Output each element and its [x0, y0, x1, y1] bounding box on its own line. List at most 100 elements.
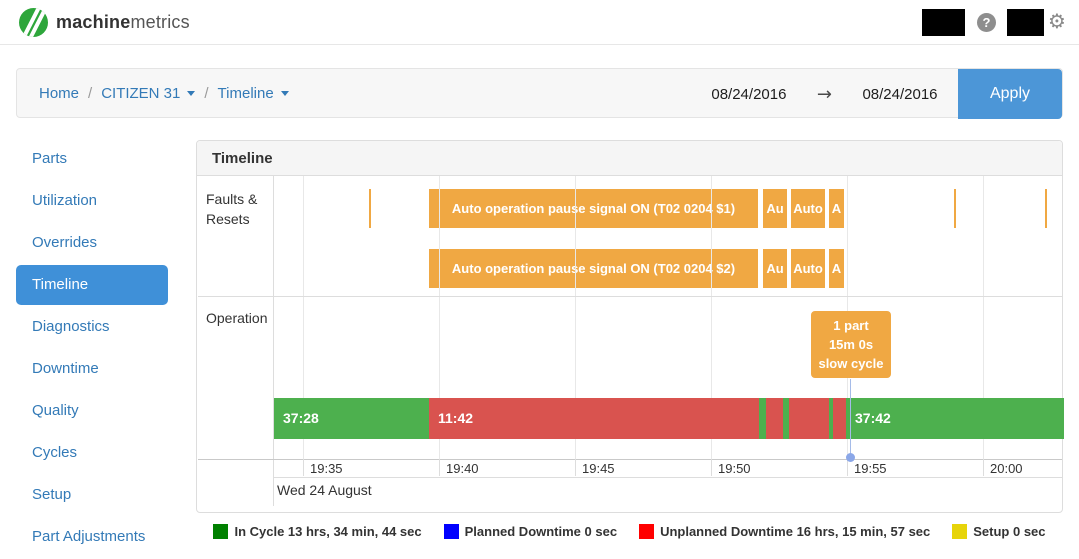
breadcrumb-separator: / [204, 84, 209, 102]
operation-segment-downtime[interactable] [833, 398, 846, 439]
axis-date-label: Wed 24 August [277, 482, 372, 498]
fault-bar[interactable]: Auto operation pause signal ON (T02 0204… [429, 249, 758, 288]
date-to-input[interactable] [858, 85, 942, 103]
operation-segment-downtime[interactable]: 11:42 [429, 398, 759, 439]
brand-bold: machine [56, 12, 131, 32]
axis-tick-mark [575, 459, 576, 476]
sidebar-item-downtime[interactable]: Downtime [32, 360, 99, 377]
legend-item[interactable]: Unplanned Downtime 16 hrs, 15 min, 57 se… [639, 524, 930, 539]
operation-segment-downtime[interactable] [766, 398, 783, 439]
brand-wordmark: machinemetrics [56, 12, 190, 33]
sidebar-item-utilization[interactable]: Utilization [32, 192, 98, 209]
axis-tick-mark [439, 459, 440, 476]
fault-bar[interactable]: A [829, 249, 844, 288]
axis-tick-label: 19:45 [582, 461, 615, 476]
fault-bar[interactable]: Auto [791, 189, 825, 228]
sidebar-item-overrides[interactable]: Overrides [32, 234, 98, 251]
sidebar-item-cycles[interactable]: Cycles [32, 444, 78, 461]
fault-row-spindle1: Auto operation pause signal ON (T02 0204… [273, 189, 1063, 228]
operation-segment-downtime[interactable] [789, 398, 829, 439]
fault-event-tick[interactable] [1045, 189, 1047, 228]
axis-tick-label: 19:55 [854, 461, 887, 476]
legend-swatch [952, 524, 968, 539]
legend-label: Setup 0 sec [973, 524, 1046, 539]
fault-event-tick[interactable] [954, 189, 956, 228]
breadcrumb-item-citizen-31[interactable]: CITIZEN 31 [101, 85, 196, 102]
row-label-faults: Faults & Resets [206, 191, 258, 227]
operation-segment-in_cycle[interactable] [759, 398, 766, 439]
breadcrumb-item-timeline[interactable]: Timeline [218, 85, 289, 102]
legend-label: Planned Downtime 0 sec [464, 524, 618, 539]
date-range-picker: → [706, 69, 942, 119]
axis-tick-label: 19:35 [310, 461, 343, 476]
axis-date-divider [273, 477, 1063, 478]
fault-bar[interactable]: Auto operation pause signal ON (T02 0204… [429, 189, 758, 228]
gridline [439, 176, 440, 459]
axis-tick-mark [983, 459, 984, 476]
date-from-input[interactable] [706, 85, 791, 103]
fault-row-spindle2: Auto operation pause signal ON (T02 0204… [273, 249, 1063, 288]
axis-tick-mark [847, 459, 848, 476]
operation-segment-in_cycle[interactable]: 37:42 [846, 398, 1064, 439]
apply-button[interactable]: Apply [958, 69, 1062, 119]
sidebar-item-part-adjustments[interactable]: Part Adjustments [32, 528, 146, 545]
tooltip-marker-dot[interactable] [846, 453, 855, 462]
panel-title: Timeline [197, 141, 1062, 176]
fault-bar[interactable]: A [829, 189, 844, 228]
top-header-bar: machinemetrics ? ⚙ [0, 0, 1079, 45]
help-icon[interactable]: ? [977, 13, 996, 32]
sidebar-item-quality[interactable]: Quality [32, 402, 79, 419]
gridline [303, 176, 304, 459]
label-column-divider [273, 176, 274, 506]
fault-bar[interactable]: Auto [791, 249, 825, 288]
tooltip-line: 15m 0s [828, 337, 874, 352]
segment-duration-label: 37:42 [855, 410, 891, 426]
axis-tick-mark [711, 459, 712, 476]
row-label-operation: Operation [206, 310, 268, 326]
axis-tick-label: 19:40 [446, 461, 479, 476]
sidebar-item-diagnostics[interactable]: Diagnostics [32, 318, 110, 335]
gridline [983, 176, 984, 459]
fault-bar[interactable]: Au [763, 249, 787, 288]
segment-duration-label: 11:42 [438, 410, 474, 426]
section-divider [198, 296, 1062, 297]
fault-bar[interactable]: Au [763, 189, 787, 228]
sidebar-item-parts[interactable]: Parts [32, 150, 68, 167]
legend-item[interactable]: Setup 0 sec [952, 524, 1046, 539]
axis-line [198, 459, 1062, 460]
operation-segment-in_cycle[interactable] [829, 398, 833, 439]
legend-label: Unplanned Downtime 16 hrs, 15 min, 57 se… [660, 524, 931, 539]
slow-cycle-tooltip: 1 part 15m 0s slow cycle [811, 311, 891, 378]
operation-segment-in_cycle[interactable]: 37:28 [274, 398, 429, 439]
breadcrumb-item-home[interactable]: Home [39, 84, 80, 102]
machinemetrics-logo-icon [19, 8, 48, 37]
chevron-down-icon [187, 90, 196, 96]
legend-swatch [213, 524, 229, 539]
date-range-arrow-icon: → [816, 83, 832, 105]
segment-duration-label: 37:28 [283, 410, 319, 426]
tooltip-line: slow cycle [818, 356, 884, 371]
legend-label: In Cycle 13 hrs, 34 min, 44 sec [234, 524, 422, 539]
chevron-down-icon [280, 90, 289, 96]
gridline [711, 176, 712, 459]
breadcrumb-separator: / [88, 84, 93, 102]
sidebar-item-timeline[interactable]: Timeline [16, 265, 168, 305]
gridline [575, 176, 576, 459]
tooltip-marker-line [850, 379, 851, 457]
legend-item[interactable]: Planned Downtime 0 sec [443, 524, 618, 539]
timeline-panel: Timeline Faults & Resets Operation Auto … [196, 140, 1064, 513]
timeline-plot-area: Auto operation pause signal ON (T02 0204… [273, 176, 1064, 462]
brand-light: metrics [130, 12, 190, 32]
sidebar-item-setup[interactable]: Setup [32, 486, 72, 503]
timeline-legend: In Cycle 13 hrs, 34 min, 44 sec Planned D… [196, 524, 1063, 539]
tooltip-line: 1 part [833, 318, 869, 333]
gear-icon[interactable]: ⚙ [1048, 9, 1066, 33]
redacted-user-badge [922, 9, 965, 36]
axis-tick-mark [303, 459, 304, 476]
breadcrumb: Home / CITIZEN 31 / Timeline [17, 85, 289, 102]
axis-tick-label: 20:00 [990, 461, 1023, 476]
operation-segment-in_cycle[interactable] [783, 398, 789, 439]
legend-swatch [443, 524, 459, 539]
legend-item[interactable]: In Cycle 13 hrs, 34 min, 44 sec [213, 524, 422, 539]
fault-event-tick[interactable] [369, 189, 371, 228]
